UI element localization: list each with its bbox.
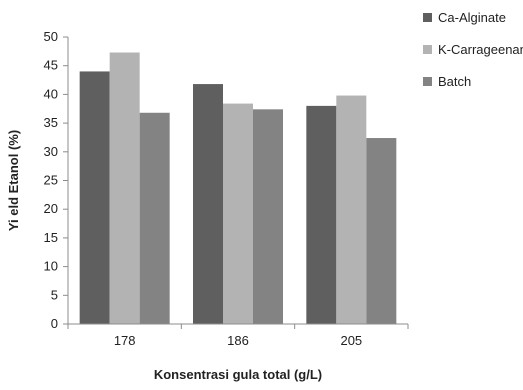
plot-area (79, 52, 397, 325)
y-tick-label: 50 (44, 29, 58, 44)
y-tick-label: 5 (51, 287, 58, 302)
y-tick-label: 35 (44, 115, 58, 130)
y-tick-label: 40 (44, 86, 58, 101)
y-tick-label: 0 (51, 316, 58, 331)
bar-ca-alginate-178 (79, 71, 110, 324)
bar-k-carrageenan-178 (109, 52, 140, 325)
x-axis-title: Konsentrasi gula total (g/L) (154, 367, 322, 382)
legend-item: K-Carrageenan (423, 42, 523, 57)
bar-batch-178 (139, 112, 170, 324)
bar-k-carrageenan-205 (336, 95, 367, 324)
y-axis-ticks: 0 5 10 15 20 25 30 35 40 45 50 (44, 29, 68, 331)
y-axis-title: Yi eld Etanol (%) (6, 130, 21, 231)
bar-ca-alginate-205 (306, 105, 337, 324)
legend-swatch (423, 13, 432, 22)
legend: Ca-Alginate K-Carrageenan Batch (423, 10, 523, 89)
x-tick-label: 205 (340, 333, 362, 348)
bar-k-carrageenan-186 (223, 103, 253, 324)
legend-label: Batch (438, 74, 471, 89)
bar-batch-205 (366, 138, 397, 324)
bar-ca-alginate-186 (193, 84, 223, 325)
y-tick-label: 20 (44, 201, 58, 216)
bar-batch-186 (253, 109, 283, 324)
legend-label: K-Carrageenan (438, 42, 523, 57)
y-tick-label: 45 (44, 58, 58, 73)
y-tick-label: 10 (44, 259, 58, 274)
x-tick-label: 178 (114, 333, 136, 348)
x-axis-ticks: 178 186 205 (67, 324, 409, 348)
y-tick-label: 15 (44, 230, 58, 245)
x-tick-label: 186 (227, 333, 249, 348)
legend-swatch (423, 77, 432, 86)
legend-label: Ca-Alginate (438, 10, 506, 25)
y-tick-label: 30 (44, 144, 58, 159)
legend-item: Ca-Alginate (423, 10, 506, 25)
legend-item: Batch (423, 74, 471, 89)
y-tick-label: 25 (44, 173, 58, 188)
legend-swatch (423, 45, 432, 54)
